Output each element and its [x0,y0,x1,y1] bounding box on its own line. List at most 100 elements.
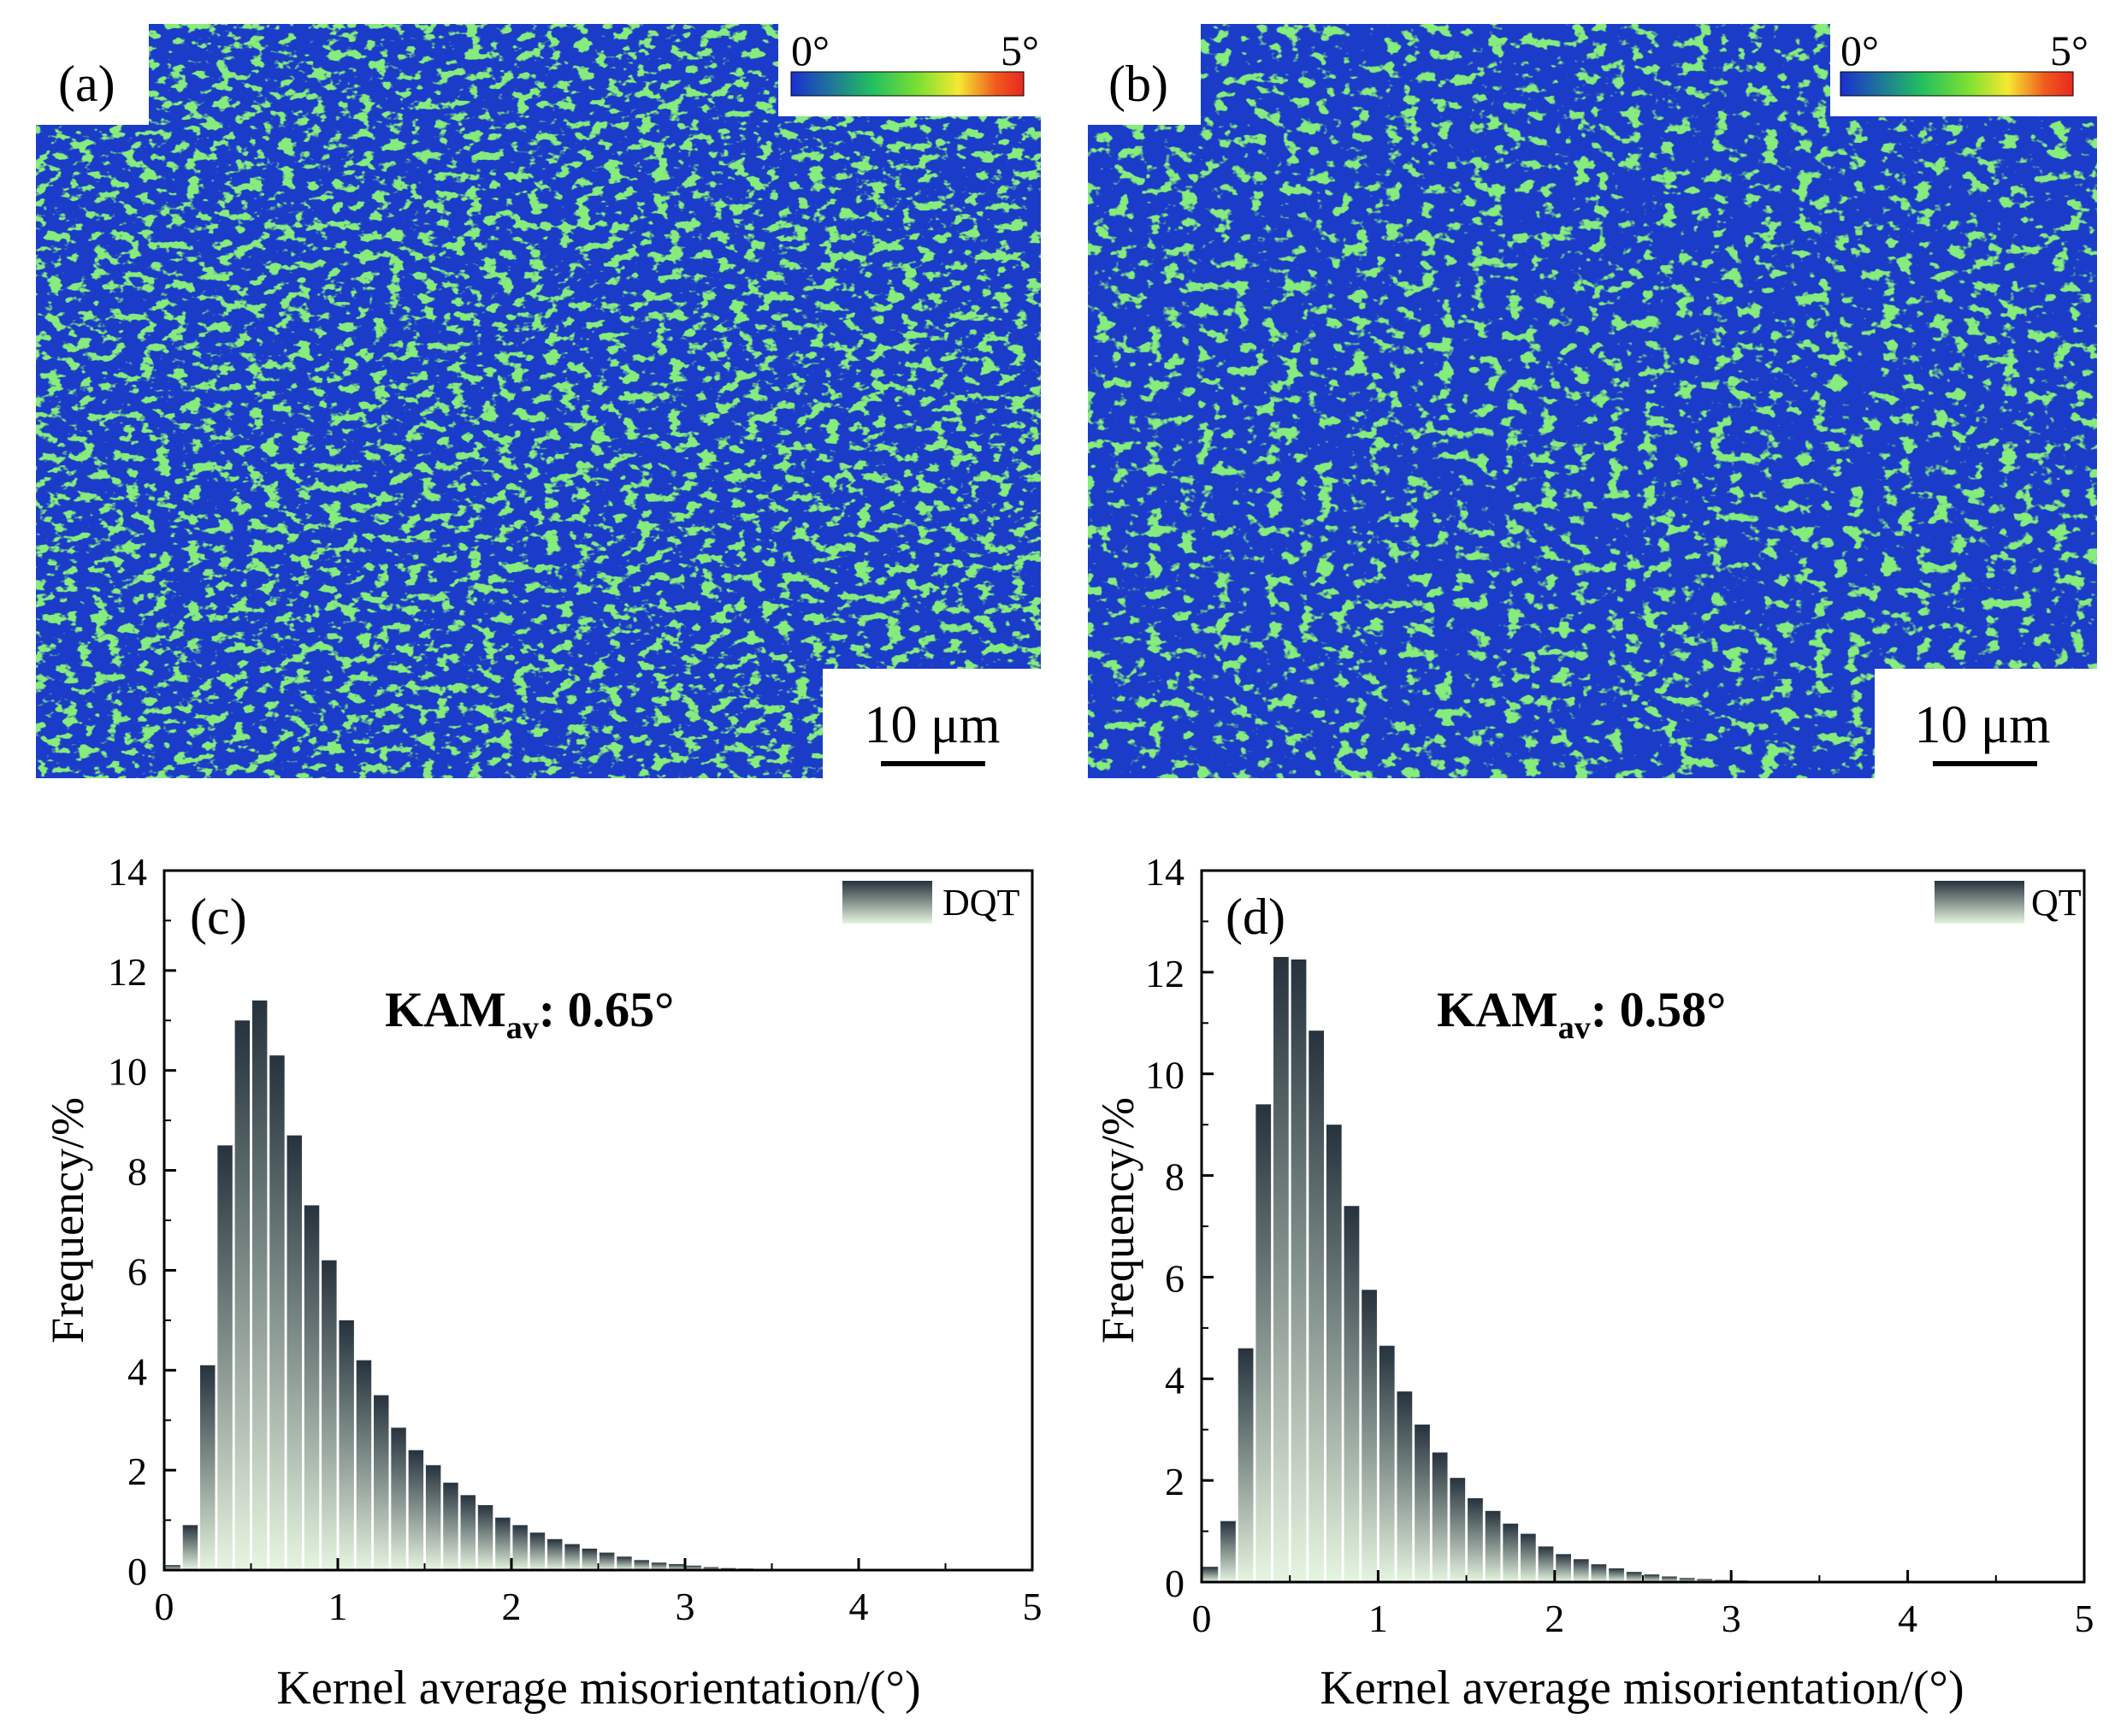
histogram-bar [1503,1523,1519,1582]
histogram-bar [200,1365,216,1570]
histogram-bar [1362,1290,1377,1582]
legend-d: QT [1935,881,2082,924]
histogram-bar [1309,1030,1325,1582]
histogram-bar [634,1560,649,1570]
x-axis-label-d: Kernel average misorientation/(°) [1320,1662,1964,1715]
colorbar-max-label-b: 5° [2050,27,2088,74]
histogram-bar [686,1565,701,1570]
histogram-bar [339,1320,354,1570]
legend-label-c: DQT [942,882,1020,924]
histogram-bar [425,1465,441,1570]
y-tick-label: 14 [1145,850,1185,894]
scalebar-label-a: 10 μm [865,696,1001,754]
histogram-bar [1255,1104,1272,1582]
histogram-bar [617,1556,632,1570]
histogram-bar [1432,1452,1448,1582]
scalebar-label-b: 10 μm [1915,696,2051,754]
x-tick-label: 0 [1192,1597,1212,1640]
colorbar-b [1840,71,2074,97]
y-tick-label: 14 [108,850,147,894]
histogram-bar [477,1505,493,1570]
x-axis-label-c: Kernel average misorientation/(°) [276,1662,920,1715]
histogram-bar [234,1020,251,1570]
histogram-bar [1238,1348,1254,1582]
panel-label-b: (b) [1108,56,1168,112]
histogram-bar [1626,1572,1642,1582]
x-tick-label: 3 [1722,1597,1741,1640]
x-tick-label: 2 [502,1585,522,1628]
histogram-bar [1609,1568,1624,1582]
histogram-bar [1468,1497,1483,1582]
y-tick-label: 4 [127,1349,147,1393]
histogram-bar [374,1395,389,1570]
y-tick-label: 12 [1145,952,1185,995]
histogram-bar [599,1552,615,1570]
histogram-bar [1538,1546,1554,1582]
histogram-bar [651,1562,667,1570]
x-tick-label: 5 [2075,1597,2094,1640]
colorbar-min-label-a: 0° [791,27,830,74]
histogram-bar [391,1427,406,1570]
colorbar-min-label-b: 0° [1840,27,1879,74]
kam-average-annotation-c: KAMav: 0.65° [385,982,674,1046]
histogram-bar [1679,1578,1695,1582]
histogram-bar [1662,1576,1677,1582]
histogram-bar [703,1567,719,1570]
y-tick-label: 12 [108,950,147,994]
y-axis-label-d: Frequency/% [1092,1097,1143,1343]
histogram-bar [529,1532,546,1570]
x-tick-label: 1 [328,1585,348,1628]
histogram-bar [1520,1533,1536,1582]
histogram-bar [1326,1125,1342,1582]
histogram-bar [1397,1391,1413,1582]
y-tick-label: 6 [1165,1256,1185,1300]
histogram-bar [1644,1574,1660,1582]
y-tick-label: 0 [127,1550,147,1593]
histogram-bar [304,1205,320,1570]
panel-label-a: (a) [58,56,115,112]
y-tick-label: 2 [1165,1460,1185,1503]
histogram-bar [495,1517,511,1570]
panel-label-c: (c) [190,889,247,945]
x-tick-label: 4 [849,1585,869,1628]
histogram-bar [512,1525,528,1570]
y-tick-label: 4 [1165,1358,1185,1402]
histogram-bar [408,1450,424,1570]
histogram-bar [460,1495,476,1570]
legend-c: DQT [842,881,1020,924]
x-tick-label: 5 [1023,1585,1043,1628]
histogram-bar [582,1548,598,1570]
legend-swatch-d [1935,881,2024,924]
histogram-bar [1556,1554,1571,1582]
x-tick-label: 3 [676,1585,695,1628]
legend-label-d: QT [2031,882,2082,924]
histogram-bar [1291,960,1307,1582]
histogram-bar [217,1145,233,1570]
x-tick-label: 1 [1368,1597,1388,1640]
histogram-bar [564,1544,580,1570]
histogram-bar [165,1565,180,1570]
histogram-bar [356,1360,372,1570]
histogram-bar [669,1563,684,1570]
y-tick-label: 2 [127,1450,147,1493]
histogram-bar [182,1525,198,1570]
y-tick-label: 6 [127,1249,147,1293]
x-tick-label: 4 [1898,1597,1917,1640]
histogram-bar [1697,1579,1713,1582]
kam-map-b [1088,24,2097,778]
x-tick-label: 0 [155,1585,174,1628]
x-tick-label: 2 [1545,1597,1564,1640]
histogram-bar [269,1055,285,1570]
histogram-bar [322,1260,337,1570]
histogram-bar [1485,1510,1501,1582]
colorbar-max-label-a: 5° [1001,27,1039,74]
histogram-bar [1220,1520,1236,1582]
histogram-bar [1273,957,1289,1582]
histogram-bar [1450,1478,1466,1582]
y-tick-label: 8 [1165,1155,1185,1199]
histogram-bar [1379,1345,1395,1582]
histogram-bar [1591,1564,1607,1582]
y-tick-label: 10 [1145,1054,1185,1097]
